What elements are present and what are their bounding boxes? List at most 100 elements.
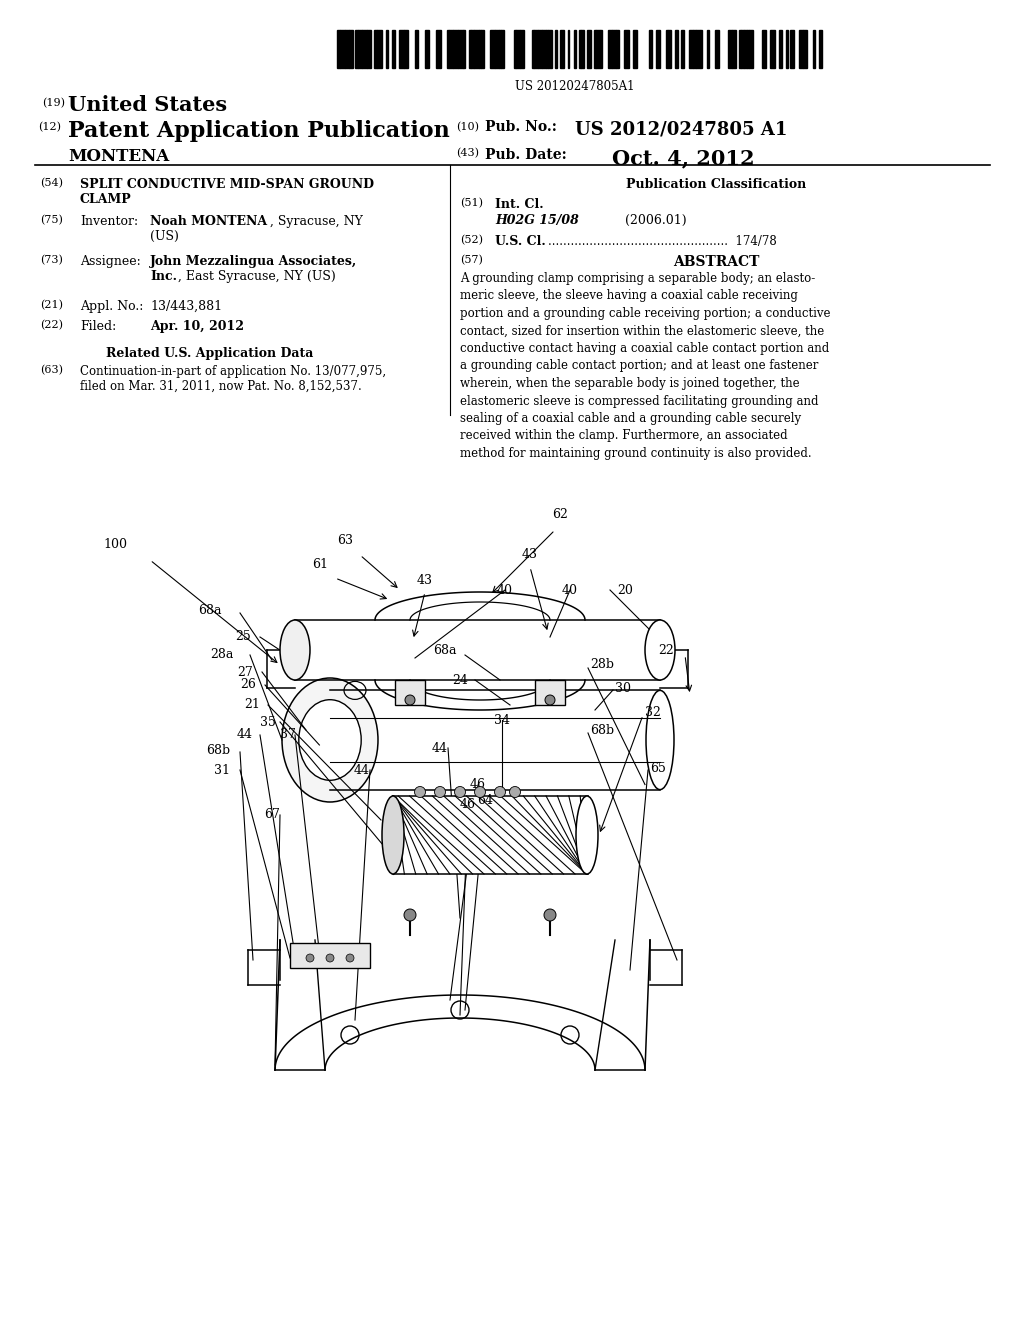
Bar xyxy=(436,30,440,69)
Bar xyxy=(728,30,732,69)
Bar xyxy=(425,30,429,69)
Text: (57): (57) xyxy=(460,255,483,265)
Text: 30: 30 xyxy=(615,681,631,694)
Text: 25: 25 xyxy=(236,631,251,644)
Bar xyxy=(479,30,481,69)
Circle shape xyxy=(474,787,485,797)
Text: 46: 46 xyxy=(460,799,476,812)
Text: 32: 32 xyxy=(645,705,660,718)
Bar xyxy=(367,30,371,69)
Text: Inventor:: Inventor: xyxy=(80,215,138,228)
Text: 61: 61 xyxy=(312,558,328,572)
Text: 28b: 28b xyxy=(590,659,614,672)
Text: (63): (63) xyxy=(40,366,63,375)
Bar xyxy=(596,30,600,69)
Text: (2006.01): (2006.01) xyxy=(625,214,687,227)
Bar xyxy=(799,30,804,69)
Text: 44: 44 xyxy=(354,763,370,776)
Text: 34: 34 xyxy=(494,714,510,726)
Bar xyxy=(681,30,684,69)
Text: US 20120247805A1: US 20120247805A1 xyxy=(515,81,635,92)
Bar xyxy=(608,30,611,69)
Bar xyxy=(542,30,547,69)
Text: US 2012/0247805 A1: US 2012/0247805 A1 xyxy=(575,120,787,139)
Text: 26: 26 xyxy=(240,678,256,692)
Text: (21): (21) xyxy=(40,300,63,310)
Text: 43: 43 xyxy=(522,549,538,561)
Bar xyxy=(749,30,754,69)
Bar xyxy=(581,30,584,69)
Text: Apr. 10, 2012: Apr. 10, 2012 xyxy=(150,319,244,333)
Text: 68b: 68b xyxy=(590,723,614,737)
Text: 43: 43 xyxy=(417,573,433,586)
Bar xyxy=(403,30,408,69)
Bar xyxy=(361,30,367,69)
Bar xyxy=(732,30,736,69)
Text: U.S. Cl.: U.S. Cl. xyxy=(495,235,546,248)
Text: 40: 40 xyxy=(562,583,578,597)
Bar xyxy=(516,30,520,69)
Circle shape xyxy=(306,954,314,962)
Circle shape xyxy=(404,909,416,921)
Ellipse shape xyxy=(299,700,361,780)
Text: Oct. 4, 2012: Oct. 4, 2012 xyxy=(612,148,755,168)
Text: 21: 21 xyxy=(244,698,260,711)
Bar xyxy=(740,30,744,69)
Text: Assignee:: Assignee: xyxy=(80,255,140,268)
Text: United States: United States xyxy=(68,95,227,115)
Bar xyxy=(693,30,696,69)
Ellipse shape xyxy=(280,620,310,680)
Bar xyxy=(377,30,382,69)
Bar xyxy=(393,796,588,874)
Text: 35: 35 xyxy=(260,715,275,729)
Bar xyxy=(520,30,523,69)
Bar xyxy=(616,30,618,69)
Text: H02G 15/08: H02G 15/08 xyxy=(495,214,579,227)
Text: (US): (US) xyxy=(150,230,179,243)
Bar xyxy=(349,30,353,69)
Text: 13/443,881: 13/443,881 xyxy=(150,300,222,313)
Bar xyxy=(474,30,479,69)
Text: CLAMP: CLAMP xyxy=(80,193,132,206)
Bar xyxy=(762,30,766,69)
Text: (73): (73) xyxy=(40,255,62,265)
Bar xyxy=(688,30,693,69)
Bar xyxy=(538,30,542,69)
Text: 100: 100 xyxy=(103,539,127,552)
Bar xyxy=(666,30,669,69)
Text: Pub. Date:: Pub. Date: xyxy=(485,148,566,162)
Bar xyxy=(738,30,740,69)
Bar xyxy=(786,30,787,69)
Text: (22): (22) xyxy=(40,319,63,330)
Bar xyxy=(675,30,678,69)
Bar xyxy=(449,30,454,69)
Bar xyxy=(819,30,822,69)
Ellipse shape xyxy=(646,690,674,789)
Bar xyxy=(481,30,484,69)
Text: 68b: 68b xyxy=(206,743,230,756)
Text: SPLIT CONDUCTIVE MID-SPAN GROUND: SPLIT CONDUCTIVE MID-SPAN GROUND xyxy=(80,178,374,191)
Text: (19): (19) xyxy=(42,98,65,108)
Text: Related U.S. Application Data: Related U.S. Application Data xyxy=(106,347,313,360)
Text: 27: 27 xyxy=(238,665,253,678)
Bar xyxy=(499,30,501,69)
Circle shape xyxy=(510,787,520,797)
Bar xyxy=(374,30,377,69)
Bar xyxy=(587,30,591,69)
Bar xyxy=(813,30,815,69)
Text: 44: 44 xyxy=(237,729,253,742)
Bar xyxy=(594,30,596,69)
Bar xyxy=(446,30,449,69)
Text: ................................................  174/78: ........................................… xyxy=(548,235,777,248)
Text: ABSTRACT: ABSTRACT xyxy=(673,255,759,269)
Text: 24: 24 xyxy=(452,673,468,686)
Bar xyxy=(454,30,458,69)
Text: A grounding clamp comprising a separable body; an elasto-
meric sleeve, the slee: A grounding clamp comprising a separable… xyxy=(460,272,830,459)
Text: Continuation-in-part of application No. 13/077,975,: Continuation-in-part of application No. … xyxy=(80,366,386,378)
Text: (43): (43) xyxy=(456,148,479,158)
Circle shape xyxy=(406,696,415,705)
Ellipse shape xyxy=(575,796,598,874)
Text: 44: 44 xyxy=(432,742,449,755)
Text: 20: 20 xyxy=(617,583,633,597)
Text: Int. Cl.: Int. Cl. xyxy=(495,198,544,211)
